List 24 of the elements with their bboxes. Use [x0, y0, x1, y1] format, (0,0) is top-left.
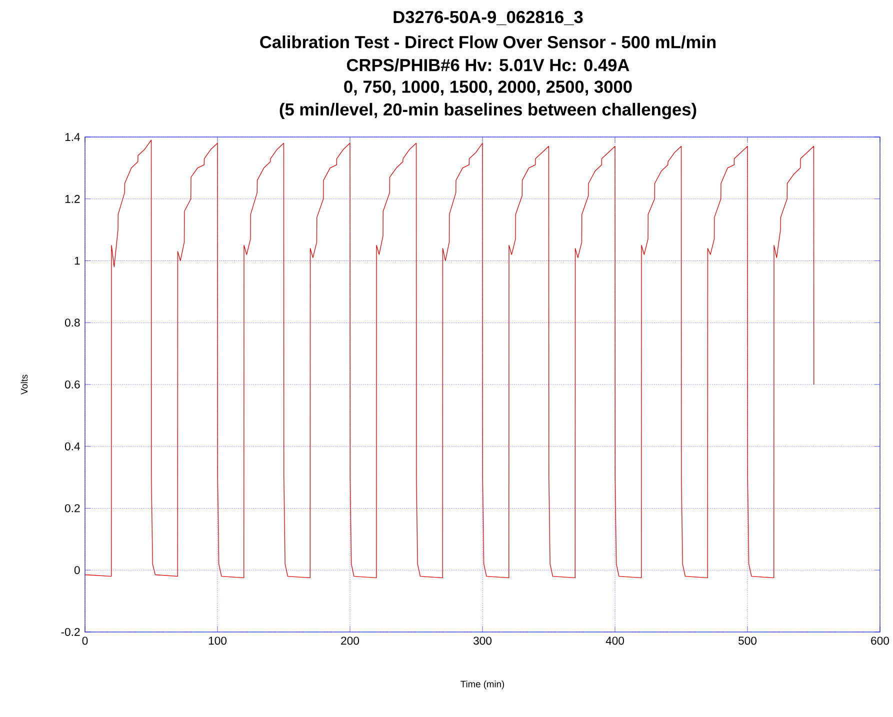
y-tick-label: 0 — [74, 566, 80, 574]
y-tick-label: 0.2 — [64, 504, 80, 512]
y-tick-label: 0.6 — [64, 380, 80, 388]
text: (5 min/level, 20-min baselines between challenges) — [280, 102, 696, 120]
x-tick-label: 200 — [341, 636, 360, 645]
text: CRPS/PHIB#6 Hv: 5.01V Hc: 0.49A — [346, 58, 630, 72]
x-tick-label: 300 — [473, 636, 492, 645]
text: 0, 750, 1000, 1500, 2000, 2500, 3000 — [344, 80, 632, 96]
x-tick-label: 600 — [871, 636, 889, 645]
line-series — [85, 140, 814, 578]
y-tick-label: 0.8 — [64, 318, 80, 327]
chart-subtitle: Calibration Test - Direct Flow Over Sensor - 500 mL/min — [260, 36, 716, 48]
x-axis-title: Time (min) — [460, 680, 504, 690]
x-tick-label: 400 — [606, 636, 624, 645]
x-tick-label: 500 — [738, 636, 756, 645]
chart-title: D3276-50A-9_062816_3 — [394, 10, 583, 26]
y-axis-title: Volts — [20, 374, 28, 395]
y-tick-label: 1 — [74, 256, 80, 265]
y-tick-label: 0.4 — [64, 442, 80, 450]
y-tick-label: -0.2 — [61, 628, 80, 636]
x-tick-label: 0 — [82, 636, 88, 645]
y-tick-label: 1.4 — [65, 133, 80, 141]
x-tick-label: 100 — [208, 636, 227, 645]
y-tick-label: 1.2 — [65, 194, 80, 203]
